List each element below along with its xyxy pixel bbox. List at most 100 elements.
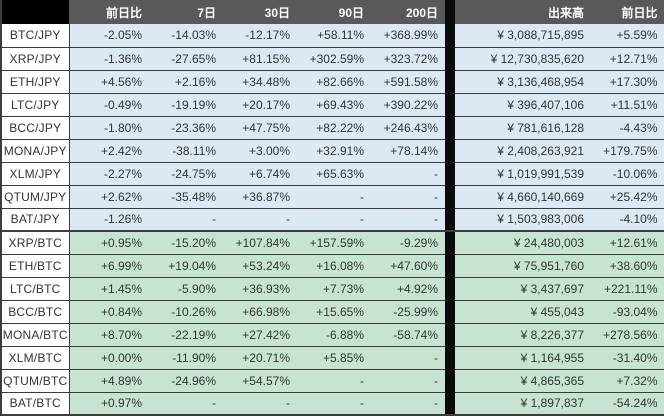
separator-cell [445, 208, 455, 232]
30d-change-cell: +53.24% [223, 254, 297, 278]
volume-daily-change-cell: -4.10% [591, 208, 664, 232]
volume-daily-change-cell: -93.04% [591, 300, 664, 324]
200d-change-cell: - [371, 369, 445, 393]
30d-change-cell: +3.00% [223, 139, 297, 163]
daily-change-cell: +4.56% [69, 70, 149, 94]
table-row: MONA/BTC +8.70% -22.19% +27.42% -6.88% -58.74… [1, 323, 664, 347]
pair-cell: BAT/JPY [1, 208, 70, 232]
30d-change-cell: +20.71% [223, 346, 297, 370]
table-row: BCC/BTC +0.84% -10.26% +66.98% +15.65% -25.99… [1, 300, 664, 324]
table-row: XLM/BTC +0.00% -11.90% +20.71% +5.85% - ¥ 1,16… [1, 346, 664, 370]
90d-change-cell: +82.66% [297, 70, 371, 94]
daily-change-cell: -1.80% [69, 116, 149, 140]
volume-daily-change-cell: +5.59% [591, 24, 664, 48]
90d-change-cell: -6.88% [297, 323, 371, 347]
volume-daily-change-cell: -31.40% [591, 346, 664, 370]
200d-change-cell: +390.22% [371, 93, 445, 117]
7d-change-cell: -11.90% [149, 346, 223, 370]
200d-change-cell: +78.14% [371, 139, 445, 163]
daily-change-cell: -2.27% [69, 162, 149, 186]
30d-change-cell: +36.93% [223, 277, 297, 301]
200d-change-cell: - [371, 346, 445, 370]
7d-change-cell: -10.26% [149, 300, 223, 324]
separator-cell [445, 116, 455, 140]
30d-change-cell: +27.42% [223, 323, 297, 347]
pair-cell: LTC/JPY [1, 93, 70, 117]
30d-change-cell: +66.98% [223, 300, 297, 324]
daily-change-cell: +2.42% [69, 139, 149, 163]
daily-change-cell: -1.26% [69, 208, 149, 232]
separator-cell [445, 230, 455, 255]
daily-change-cell: +6.99% [69, 254, 149, 278]
30d-change-cell: +6.74% [223, 162, 297, 186]
volume-cell: ¥ 1,019,991,539 [455, 162, 591, 186]
pair-cell: MONA/JPY [1, 139, 70, 163]
table-row: ETH/BTC +6.99% +19.04% +53.24% +16.08% +47.60… [1, 254, 664, 278]
separator-cell [445, 24, 455, 48]
separator-cell [445, 162, 455, 186]
separator-cell [445, 93, 455, 117]
7d-change-cell: -14.03% [149, 24, 223, 48]
daily-change-cell: -0.49% [69, 93, 149, 117]
90d-change-cell: +7.73% [297, 277, 371, 301]
separator-cell [445, 47, 455, 71]
daily-change-cell: +0.00% [69, 346, 149, 370]
90d-change-cell: +16.08% [297, 254, 371, 278]
7d-change-cell: -38.11% [149, 139, 223, 163]
separator-cell [445, 185, 455, 209]
30d-change-cell: +81.15% [223, 47, 297, 71]
daily-change-cell: +0.95% [69, 230, 149, 255]
7d-change-cell: -27.65% [149, 47, 223, 71]
volume-daily-change-cell: +25.42% [591, 185, 664, 209]
pair-cell: XLM/JPY [1, 162, 70, 186]
volume-cell: ¥ 4,865,365 [455, 369, 591, 393]
separator-cell [445, 277, 455, 301]
header-row: 前日比 7日 30日 90日 200日 出来高 前日比 [1, 0, 664, 25]
volume-cell: ¥ 1,164,955 [455, 346, 591, 370]
daily-change-cell: -2.05% [69, 24, 149, 48]
daily-change-cell: +0.97% [69, 392, 149, 416]
200d-change-cell: - [371, 162, 445, 186]
col-header-90d: 90日 [297, 0, 371, 24]
90d-change-cell: +82.22% [297, 116, 371, 140]
pair-cell: XRP/JPY [1, 47, 70, 71]
30d-change-cell: - [223, 392, 297, 416]
90d-change-cell: +65.63% [297, 162, 371, 186]
corner-cell [1, 0, 69, 24]
separator-cell [445, 300, 455, 324]
volume-daily-change-cell: +179.75% [591, 139, 664, 163]
7d-change-cell: -23.36% [149, 116, 223, 140]
200d-change-cell: +323.72% [371, 47, 445, 71]
volume-daily-change-cell: +12.61% [591, 230, 664, 255]
200d-change-cell: - [371, 208, 445, 232]
table-row: XRP/JPY -1.36% -27.65% +81.15% +302.59% +323.… [1, 47, 664, 71]
90d-change-cell: - [297, 185, 371, 209]
90d-change-cell: - [297, 392, 371, 416]
volume-cell: ¥ 2,408,263,921 [455, 139, 591, 163]
pair-cell: BCC/JPY [1, 116, 70, 140]
7d-change-cell: -19.19% [149, 93, 223, 117]
30d-change-cell: +36.87% [223, 185, 297, 209]
daily-change-cell: +0.84% [69, 300, 149, 324]
volume-cell: ¥ 455,043 [455, 300, 591, 324]
volume-cell: ¥ 3,437,697 [455, 277, 591, 301]
200d-change-cell: +47.60% [371, 254, 445, 278]
table-row: BAT/BTC +0.97% - - - - ¥ 1,897,837 -54.24% [1, 392, 664, 416]
volume-daily-change-cell: -10.06% [591, 162, 664, 186]
separator-cell [445, 323, 455, 347]
table-row: MONA/JPY +2.42% -38.11% +3.00% +32.91% +78.14… [1, 139, 664, 163]
7d-change-cell: +2.16% [149, 70, 223, 94]
7d-change-cell: - [149, 208, 223, 232]
volume-cell: ¥ 1,897,837 [455, 392, 591, 416]
pair-cell: XLM/BTC [1, 346, 70, 370]
volume-cell: ¥ 75,951,760 [455, 254, 591, 278]
7d-change-cell: -5.90% [149, 277, 223, 301]
volume-daily-change-cell: +38.60% [591, 254, 664, 278]
90d-change-cell: +15.65% [297, 300, 371, 324]
daily-change-cell: +8.70% [69, 323, 149, 347]
pair-cell: BCC/BTC [1, 300, 70, 324]
col-header-200d: 200日 [371, 0, 445, 24]
30d-change-cell: +47.75% [223, 116, 297, 140]
30d-change-cell: +20.17% [223, 93, 297, 117]
